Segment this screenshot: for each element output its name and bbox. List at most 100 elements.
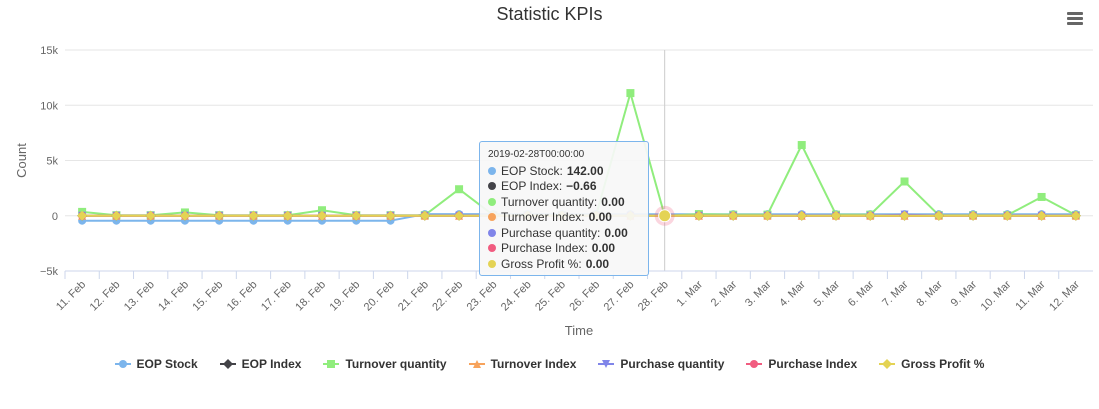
legend-item-purchase-quantity[interactable]: Purchase quantity [598, 357, 724, 371]
chart-title: Statistic KPIs [496, 4, 603, 24]
x-tick-label: 27. Feb [602, 279, 637, 314]
legend-symbol-icon [114, 360, 131, 368]
tooltip-dot-icon [488, 197, 496, 206]
tooltip-row: Purchase quantity: 0.00 [488, 225, 640, 241]
x-axis-title: Time [565, 323, 593, 338]
legend-symbol-icon [468, 360, 485, 368]
tooltip-label: Turnover Index: [501, 210, 585, 225]
data-point-gross-profit [385, 210, 396, 221]
legend-symbol-icon [598, 360, 615, 368]
x-tick-label: 1. Mar [675, 278, 706, 309]
data-point-gross-profit [351, 210, 362, 221]
x-tick-label: 8. Mar [914, 278, 945, 309]
x-tick-label: 24. Feb [499, 279, 534, 314]
chart-tooltip: 2019-02-28T00:00:00 EOP Stock: 142.00 EOP … [479, 141, 649, 276]
x-tick-label: 21. Feb [396, 279, 431, 314]
legend-label: EOP Index [241, 357, 302, 371]
tooltip-label: EOP Stock: [501, 163, 563, 178]
hamburger-menu-icon[interactable] [1062, 8, 1088, 30]
data-point-turnover-quantity [318, 206, 326, 215]
chart-legend: EOP Stock EOP Index Turnover quantity Turno… [0, 357, 1099, 371]
x-tick-label: 23. Feb [465, 279, 500, 314]
tooltip-dot-icon [488, 259, 496, 268]
legend-label: EOP Stock [136, 357, 198, 371]
legend-symbol-icon [746, 360, 763, 368]
x-tick-label: 22. Feb [430, 279, 465, 314]
x-tick-label: 3. Mar [743, 278, 774, 309]
data-point-gross-profit [419, 210, 430, 221]
x-tick-label: 10. Mar [979, 278, 1014, 313]
legend-marker [882, 359, 893, 369]
legend-label: Gross Profit % [901, 357, 985, 371]
tooltip-value: 0.00 [591, 241, 616, 256]
data-point-gross-profit [317, 210, 327, 221]
data-point-turnover-quantity [626, 89, 635, 98]
legend-marker [118, 360, 127, 368]
tooltip-label: EOP Index: [501, 179, 563, 194]
legend-label: Purchase Index [768, 357, 858, 371]
legend-label: Turnover quantity [345, 357, 447, 371]
data-point-gross-profit [933, 210, 944, 221]
tooltip-row: Turnover quantity: 0.00 [488, 194, 640, 210]
legend-symbol-icon [219, 359, 236, 369]
tooltip-value: 0.00 [601, 194, 625, 209]
tooltip-row: EOP Index: −0.66 [488, 179, 640, 195]
legend-item-eop-index[interactable]: EOP Index [219, 357, 302, 371]
hover-point [658, 209, 672, 223]
data-point-gross-profit [899, 210, 910, 221]
data-point-gross-profit [454, 210, 465, 221]
legend-item-eop-stock[interactable]: EOP Stock [114, 357, 198, 371]
legend-item-purchase-index[interactable]: Purchase Index [746, 357, 857, 371]
x-tick-label: 17. Feb [259, 279, 294, 314]
data-point-turnover-quantity [797, 141, 806, 150]
data-point-gross-profit [796, 210, 807, 221]
legend-item-gross-profit[interactable]: Gross Profit % [879, 357, 984, 371]
x-tick-label: 15. Feb [190, 279, 225, 314]
y-tick-label: −5k [40, 266, 59, 278]
data-point-gross-profit [762, 210, 773, 221]
data-point-turnover-quantity [1037, 192, 1046, 201]
data-point-gross-profit [865, 210, 876, 221]
tooltip-row: EOP Stock: 142.00 [488, 163, 640, 179]
x-tick-label: 28. Feb [636, 279, 671, 314]
legend-marker [472, 360, 481, 368]
tooltip-label: Purchase Index: [501, 241, 588, 256]
data-point-gross-profit [214, 210, 225, 221]
x-tick-label: 11. Feb [54, 279, 88, 313]
y-tick-label: 5k [46, 156, 58, 168]
x-tick-label: 4. Mar [777, 278, 808, 309]
legend-symbol-icon [323, 360, 340, 368]
x-tick-label: 12. Mar [1047, 278, 1082, 313]
tooltip-label: Purchase quantity: [501, 225, 601, 240]
tooltip-value: 0.00 [588, 210, 612, 225]
x-tick-label: 5. Mar [812, 278, 843, 309]
x-tick-label: 19. Feb [328, 279, 363, 314]
tooltip-dot-icon [488, 166, 496, 175]
x-tick-label: 12. Feb [88, 279, 123, 314]
data-point-gross-profit [831, 210, 841, 221]
data-point-gross-profit [968, 210, 979, 221]
data-point-gross-profit [1002, 210, 1013, 221]
data-point-gross-profit [77, 210, 88, 221]
data-point-turnover-quantity [900, 177, 909, 186]
legend-label: Turnover Index [490, 357, 577, 371]
data-point-gross-profit [179, 210, 190, 221]
tooltip-value: 0.00 [604, 225, 628, 240]
data-point-gross-profit [282, 210, 293, 221]
x-tick-label: 6. Mar [846, 278, 877, 309]
x-tick-label: 25. Feb [533, 279, 568, 314]
y-axis-title: Count [14, 143, 29, 178]
legend-marker [327, 360, 336, 368]
legend-label: Purchase quantity [620, 357, 725, 371]
legend-item-turnover-index[interactable]: Turnover Index [468, 357, 577, 371]
data-point-gross-profit [145, 210, 156, 221]
data-point-gross-profit [1036, 210, 1047, 221]
tooltip-dot-icon [488, 228, 496, 237]
x-tick-label: 7. Mar [880, 278, 911, 309]
data-point-gross-profit [248, 210, 259, 221]
legend-item-turnover-quantity[interactable]: Turnover quantity [323, 357, 447, 371]
tooltip-dot-icon [488, 213, 496, 222]
tooltip-row: Gross Profit %: 0.00 [488, 256, 640, 272]
legend-marker [750, 360, 759, 368]
x-tick-label: 14. Feb [156, 279, 191, 314]
